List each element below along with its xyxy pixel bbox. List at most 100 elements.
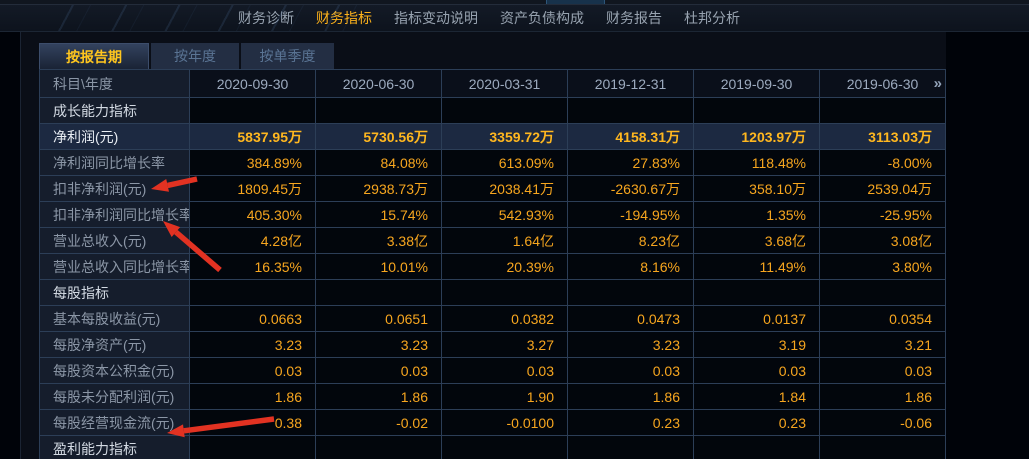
more-columns-icon[interactable]: » [933, 75, 942, 92]
row-label: 净利润(元) [39, 123, 190, 150]
cell-value: 0.03 [693, 357, 820, 384]
row-label: 净利润同比增长率 [39, 149, 190, 176]
cell-value: 20.39% [441, 253, 568, 280]
top-navbar: 财务诊断 财务指标 指标变动说明 资产负债构成 财务报告 杜邦分析 [0, 4, 1029, 32]
cell-value: 118.48% [693, 149, 820, 176]
row-label: 营业总收入同比增长率 [39, 253, 190, 280]
cell-value: 0.0651 [315, 305, 442, 332]
row-label: 每股资本公积金(元) [39, 357, 190, 384]
cell-value [693, 279, 820, 306]
cutoff-tab-remnant [546, 0, 605, 4]
date-column-header: 2019-09-30 [693, 69, 820, 98]
cell-value: 1.64亿 [441, 227, 568, 254]
cell-value: 3.21 [819, 331, 946, 358]
cell-value [693, 97, 820, 124]
date-label: 2019-09-30 [720, 75, 793, 92]
cell-value [315, 435, 442, 459]
cell-value: 3.23 [315, 331, 442, 358]
nav-item-balance-sheet-structure[interactable]: 资产负债构成 [500, 10, 584, 26]
table-row: 扣非净利润(元) 1809.45万 2938.73万 2038.41万 -2630.67… [39, 175, 946, 202]
cell-value [315, 279, 442, 306]
cell-value [819, 435, 946, 459]
cell-value: 1.86 [819, 383, 946, 410]
cell-value: 27.83% [567, 149, 694, 176]
nav-item-dupont-analysis[interactable]: 杜邦分析 [684, 10, 740, 26]
cell-value: 15.74% [315, 201, 442, 228]
cell-value: 3359.72万 [441, 123, 568, 150]
cell-value: 1.86 [567, 383, 694, 410]
cell-value: 358.10万 [693, 175, 820, 202]
cell-value: 2539.04万 [819, 175, 946, 202]
nav-item-indicator-change-notes[interactable]: 指标变动说明 [394, 10, 478, 26]
tab-by-quarter[interactable]: 按单季度 [241, 43, 334, 69]
cell-value: 0.03 [189, 357, 316, 384]
cell-value: 613.09% [441, 149, 568, 176]
table-row: 扣非净利润同比增长率 405.30% 15.74% 542.93% -194.95% 1.… [39, 201, 946, 228]
section-row: 盈利能力指标 [39, 435, 946, 459]
row-label: 营业总收入(元) [39, 227, 190, 254]
cell-value: 10.01% [315, 253, 442, 280]
cell-value: 384.89% [189, 149, 316, 176]
cell-value: 11.49% [693, 253, 820, 280]
table-row: 净利润(元) 5837.95万 5730.56万 3359.72万 4158.31万 12… [39, 123, 946, 150]
cell-value: 84.08% [315, 149, 442, 176]
cell-value [441, 279, 568, 306]
date-label: 2020-09-30 [216, 75, 289, 92]
cell-value: 542.93% [441, 201, 568, 228]
cell-value: 3.38亿 [315, 227, 442, 254]
cell-value: 1.86 [315, 383, 442, 410]
tab-by-report-period[interactable]: 按报告期 [39, 43, 149, 69]
table-row: 每股经营现金流(元) 0.38 -0.02 -0.0100 0.23 0.23 -0.06 [39, 409, 946, 436]
cell-value: 0.0663 [189, 305, 316, 332]
nav-item-finance-indicators[interactable]: 财务指标 [316, 10, 372, 26]
cell-value: -25.95% [819, 201, 946, 228]
table-row: 营业总收入同比增长率 16.35% 10.01% 20.39% 8.16% 11.49% 3… [39, 253, 946, 280]
cell-value [819, 97, 946, 124]
table-row: 净利润同比增长率 384.89% 84.08% 613.09% 27.83% 118.48… [39, 149, 946, 176]
date-column-header: 2020-09-30 [189, 69, 316, 98]
cell-value: 1.35% [693, 201, 820, 228]
cell-value: -8.00% [819, 149, 946, 176]
nav-item-finance-diagnosis[interactable]: 财务诊断 [238, 10, 294, 26]
cell-value [567, 97, 694, 124]
cell-value: 1203.97万 [693, 123, 820, 150]
row-label: 扣非净利润(元) [39, 175, 190, 202]
cell-value: 4.28亿 [189, 227, 316, 254]
cell-value: 0.0382 [441, 305, 568, 332]
cell-value: 16.35% [189, 253, 316, 280]
row-label: 盈利能力指标 [39, 435, 190, 459]
cell-value [189, 279, 316, 306]
corner-header-cell: 科目\年度 [39, 69, 190, 98]
cell-value: 8.16% [567, 253, 694, 280]
cell-value: 0.03 [315, 357, 442, 384]
cell-value: 1809.45万 [189, 175, 316, 202]
cell-value: 5837.95万 [189, 123, 316, 150]
date-label: 2020-06-30 [342, 75, 415, 92]
section-row: 每股指标 [39, 279, 946, 306]
cell-value [189, 97, 316, 124]
date-column-header: 2019-12-31 [567, 69, 694, 98]
section-row: 成长能力指标 [39, 97, 946, 124]
cell-value: 0.0354 [819, 305, 946, 332]
cell-value: 0.0473 [567, 305, 694, 332]
window-top-strip [0, 0, 1029, 4]
cell-value [441, 435, 568, 459]
table-row: 每股未分配利润(元) 1.86 1.86 1.90 1.86 1.84 1.86 [39, 383, 946, 410]
cell-value [441, 97, 568, 124]
date-column-header: 2020-03-31 [441, 69, 568, 98]
cell-value: 0.23 [693, 409, 820, 436]
nav-item-financial-report[interactable]: 财务报告 [606, 10, 662, 26]
table-header-row: 科目\年度 2020-09-30 2020-06-30 2020-03-31 2019-… [39, 69, 946, 98]
row-label: 扣非净利润同比增长率 [39, 201, 190, 228]
cell-value: 0.03 [441, 357, 568, 384]
financial-indicators-table: 科目\年度 2020-09-30 2020-06-30 2020-03-31 2019-… [39, 69, 946, 459]
tab-by-year[interactable]: 按年度 [151, 43, 239, 69]
cell-value [189, 435, 316, 459]
date-label: 2019-12-31 [594, 75, 667, 92]
cell-value [567, 279, 694, 306]
table-row: 每股资本公积金(元) 0.03 0.03 0.03 0.03 0.03 0.03 [39, 357, 946, 384]
row-label: 每股经营现金流(元) [39, 409, 190, 436]
cell-value: -0.02 [315, 409, 442, 436]
cell-value: 3.19 [693, 331, 820, 358]
row-label: 成长能力指标 [39, 97, 190, 124]
